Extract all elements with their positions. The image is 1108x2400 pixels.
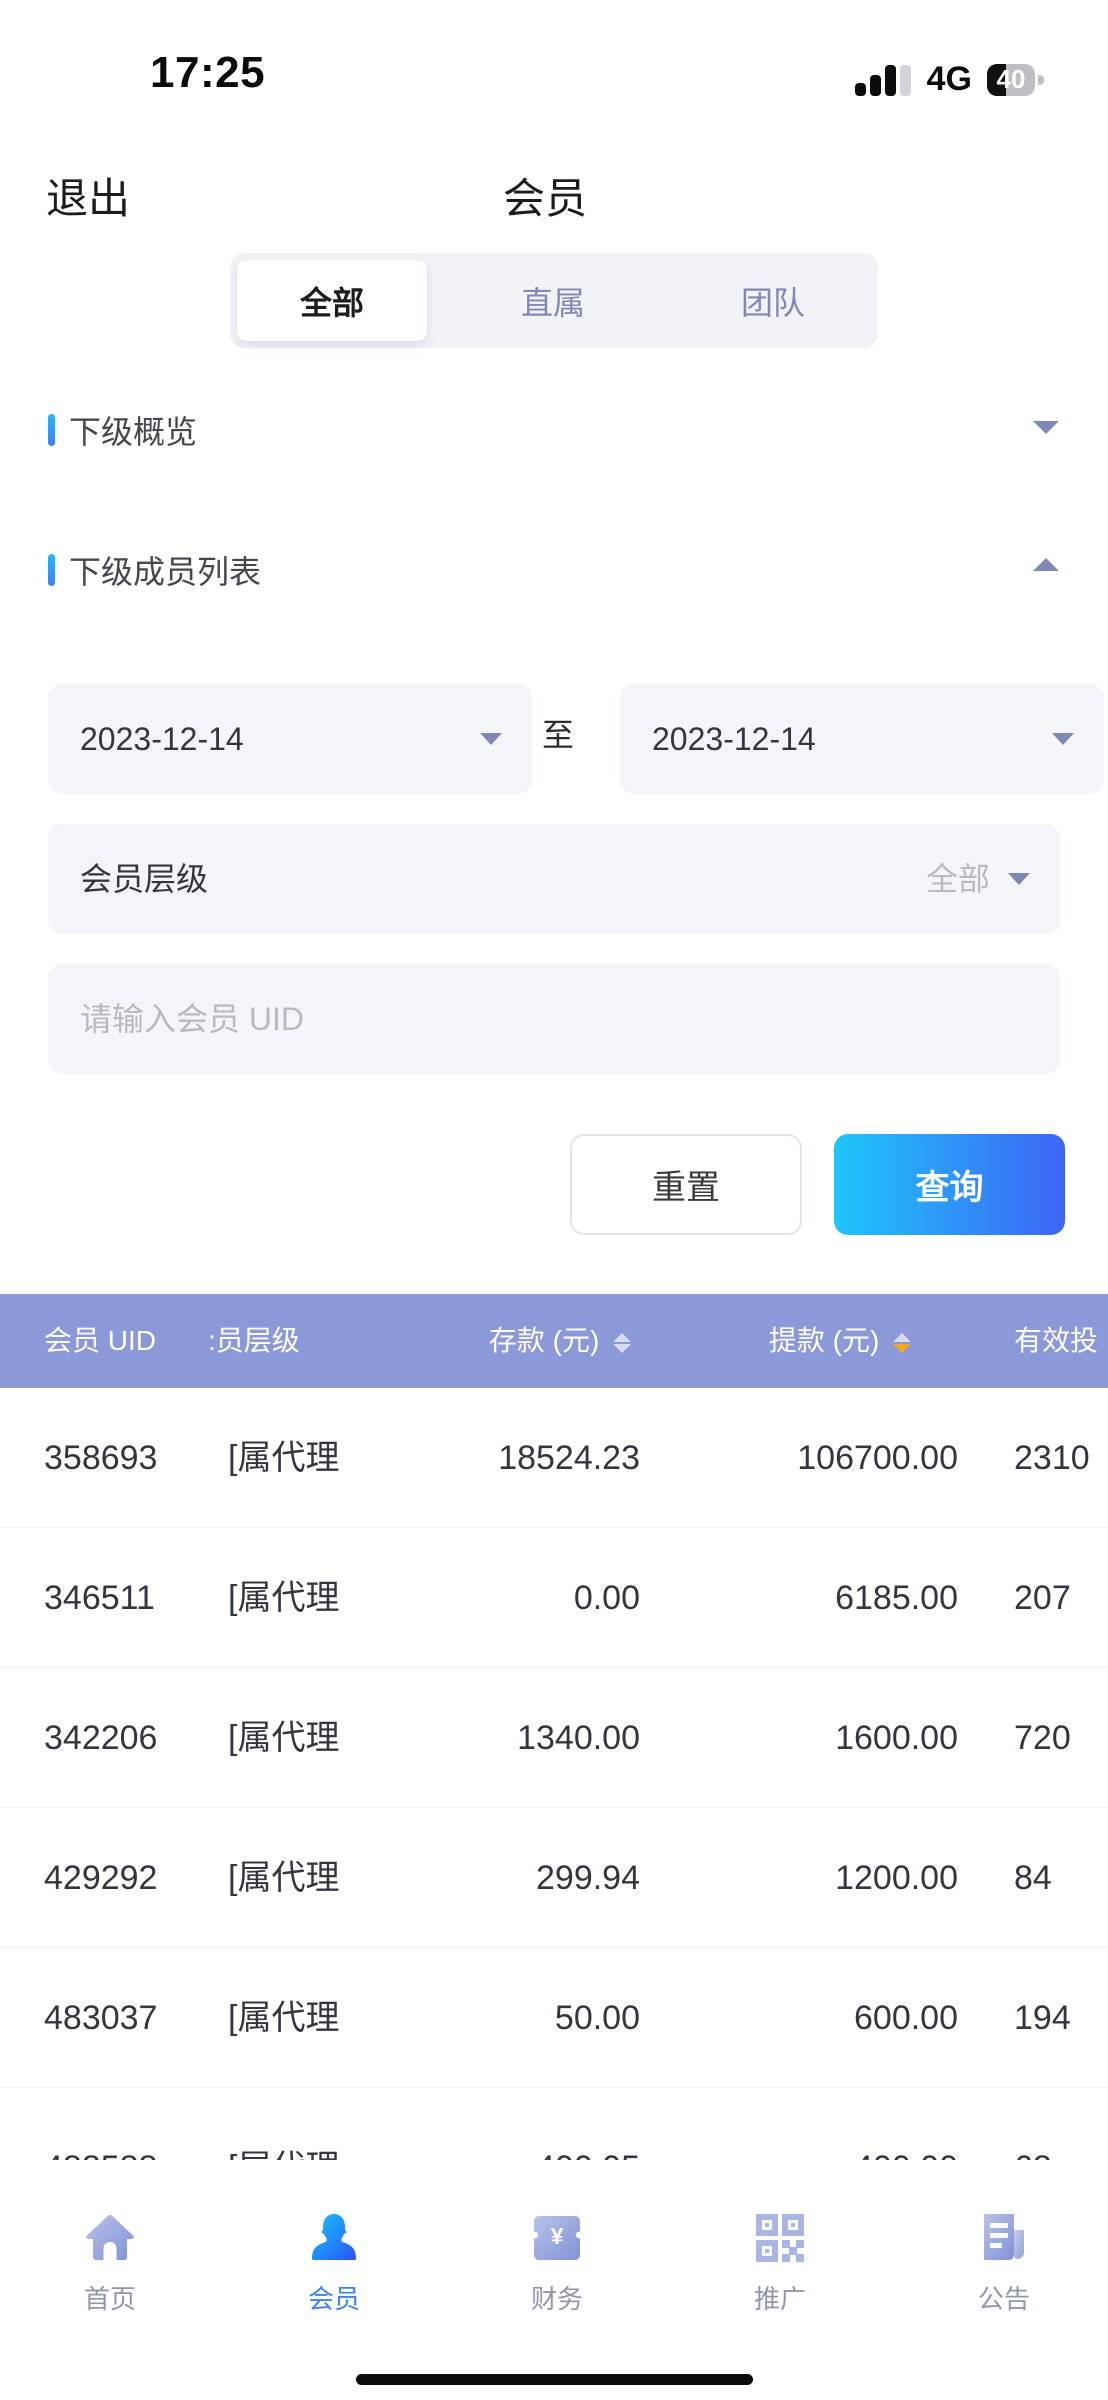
svg-text:40: 40 (997, 64, 1026, 94)
svg-text:¥: ¥ (551, 2223, 564, 2249)
